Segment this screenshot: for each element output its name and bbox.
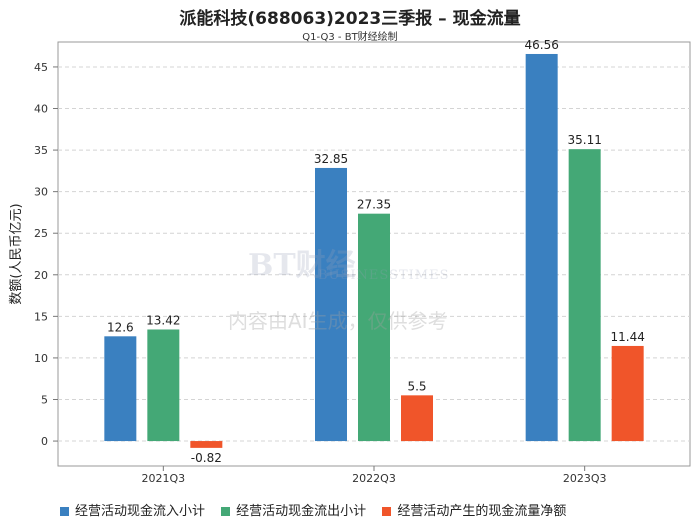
legend-swatch-net (382, 507, 392, 516)
bar (525, 53, 558, 442)
legend-item-net: 经营活动产生的现金流量净额 (382, 500, 566, 519)
y-tick-label: 5 (41, 393, 48, 406)
chart-title: 派能科技(688063)2023三季报 – 现金流量 (179, 9, 521, 29)
y-tick-label: 25 (34, 227, 48, 240)
bar (568, 149, 601, 442)
bar (315, 167, 347, 442)
bar (358, 213, 390, 442)
legend-label-net: 经营活动产生的现金流量净额 (397, 504, 567, 519)
bar (401, 395, 433, 442)
bar (611, 345, 644, 442)
y-tick-label: 40 (34, 103, 48, 116)
data-label: 12.6 (107, 320, 134, 334)
legend-label-outflow: 经营活动现金流出小计 (236, 504, 367, 519)
y-tick-label: 15 (34, 310, 48, 323)
y-tick-label: 45 (34, 61, 48, 74)
data-label: -0.82 (191, 451, 222, 465)
legend-swatch-outflow (221, 507, 231, 516)
bar (190, 441, 223, 448)
chart-subtitle: Q1-Q3 - BT财经绘制 (302, 32, 398, 43)
data-label: 35.11 (567, 133, 601, 147)
data-label: 11.44 (610, 330, 644, 344)
x-tick-label: 2021Q3 (142, 472, 186, 485)
chart-legend: 经营活动现金流入小计 经营活动现金流出小计 经营活动产生的现金流量净额 (60, 500, 700, 519)
legend-swatch-inflow (60, 507, 69, 516)
data-label: 27.35 (357, 198, 391, 212)
data-label: 32.85 (314, 152, 348, 166)
x-tick-label: 2022Q3 (352, 472, 396, 485)
data-label: 13.42 (146, 313, 180, 327)
y-tick-label: 0 (41, 435, 48, 448)
data-label: 46.56 (524, 38, 558, 52)
legend-item-outflow: 经营活动现金流出小计 (221, 500, 366, 519)
data-label: 5.5 (407, 379, 426, 393)
y-tick-label: 35 (34, 144, 48, 157)
x-tick-label: 2023Q3 (563, 472, 607, 485)
y-tick-label: 30 (34, 186, 48, 199)
bar (104, 336, 137, 442)
legend-label-inflow: 经营活动现金流入小计 (75, 504, 206, 519)
y-tick-label: 20 (34, 269, 48, 282)
legend-item-inflow: 经营活动现金流入小计 (60, 500, 205, 519)
y-tick-label: 10 (34, 352, 48, 365)
y-axis-label: 数额(人民币亿元) (9, 203, 24, 304)
bar (147, 329, 180, 442)
